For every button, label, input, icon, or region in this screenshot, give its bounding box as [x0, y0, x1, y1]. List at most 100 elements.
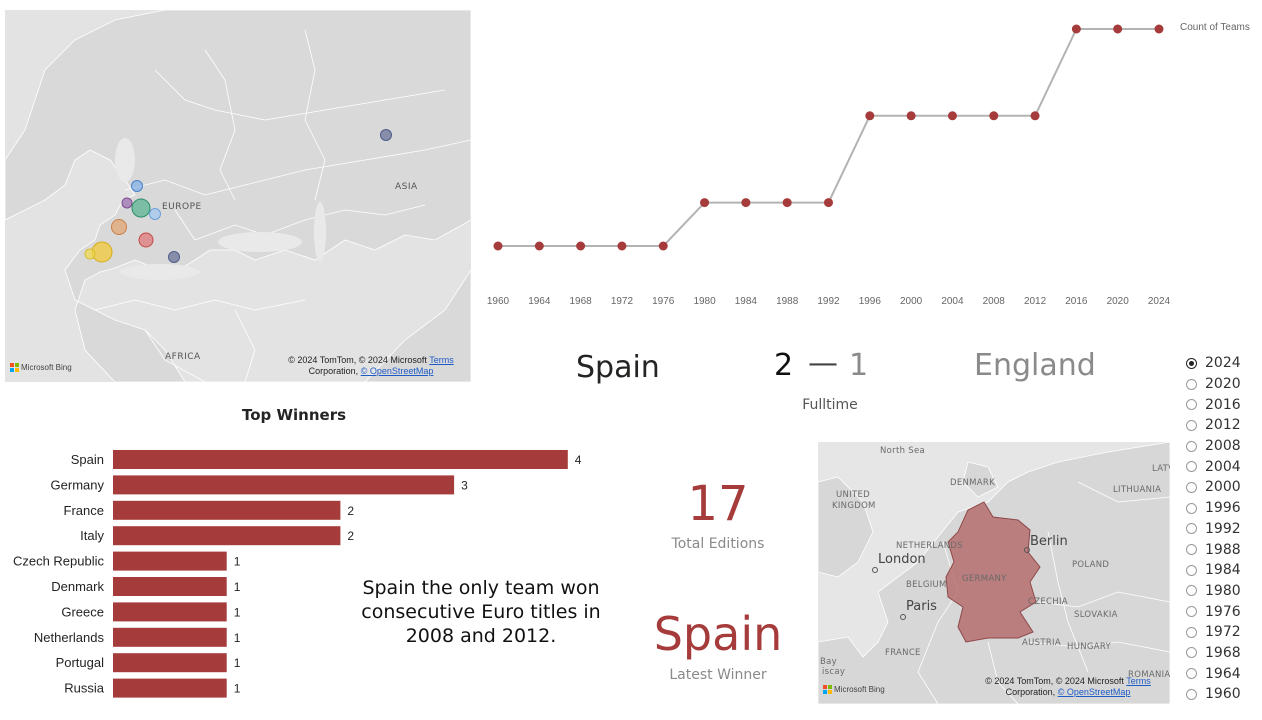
hungary-label: HUNGARY: [1067, 642, 1112, 652]
line-point[interactable]: [782, 198, 792, 208]
line-point[interactable]: [700, 198, 710, 208]
lithuania-label: LITHUANIA: [1113, 485, 1161, 495]
openstreetmap-link[interactable]: © OpenStreetMap: [360, 366, 434, 376]
bar-value-label: 1: [234, 580, 241, 594]
year-option-1988[interactable]: 1988: [1186, 539, 1256, 560]
year-option-1964[interactable]: 1964: [1186, 663, 1256, 684]
bar[interactable]: [113, 500, 341, 520]
year-slicer[interactable]: 2024 2020 2016 2012 2008 2004 2000 1996 1992 1988…: [1186, 353, 1256, 705]
year-option-2012[interactable]: 2012: [1186, 415, 1256, 436]
map-bubble[interactable]: [111, 219, 127, 235]
host-country-map[interactable]: North Sea DENMARK UNITED KINGDOM LATV LI…: [818, 442, 1170, 704]
bar[interactable]: [113, 475, 455, 495]
openstreetmap-link[interactable]: © OpenStreetMap: [1057, 687, 1131, 697]
year-option-1984[interactable]: 1984: [1186, 560, 1256, 581]
year-option-2004[interactable]: 2004: [1186, 456, 1256, 477]
radio-button-icon[interactable]: [1186, 523, 1197, 535]
europe-map[interactable]: EUROPE ASIA AFRICA Microsoft Bing © 2024…: [5, 10, 471, 382]
slovakia-label: SLOVAKIA: [1074, 610, 1118, 620]
map-bubble[interactable]: [131, 180, 143, 192]
bar[interactable]: [113, 577, 227, 596]
year-option-2016[interactable]: 2016: [1186, 394, 1256, 415]
radio-button-icon[interactable]: [1186, 647, 1197, 659]
year-option-1976[interactable]: 1976: [1186, 601, 1256, 622]
x-tick-label: 2008: [983, 296, 1006, 307]
bar-category-label: Portugal: [56, 655, 105, 670]
radio-button-icon[interactable]: [1186, 502, 1197, 514]
line-point[interactable]: [1071, 24, 1081, 34]
x-tick-label: 1988: [776, 296, 799, 307]
line-point[interactable]: [947, 111, 957, 121]
line-point[interactable]: [1030, 111, 1040, 121]
bar[interactable]: [113, 602, 227, 622]
map-bubble[interactable]: [121, 197, 133, 209]
year-option-1960[interactable]: 1960: [1186, 684, 1256, 705]
germany-label: GERMANY: [962, 574, 1007, 584]
line-point[interactable]: [906, 111, 916, 121]
top-winners-bar-chart[interactable]: Spain 4 Germany 3 France 2 Italy 2 Czech Republi…: [5, 446, 605, 702]
line-point[interactable]: [1154, 24, 1164, 34]
map-bubble[interactable]: [149, 208, 161, 220]
czechia-label: CZECHIA: [1028, 597, 1068, 607]
year-option-1992[interactable]: 1992: [1186, 519, 1256, 540]
radio-button-icon[interactable]: [1186, 357, 1197, 369]
terms-link[interactable]: Terms: [1126, 676, 1151, 686]
london-label: London: [878, 552, 926, 567]
x-tick-label: 2012: [1024, 296, 1047, 307]
line-point[interactable]: [989, 111, 999, 121]
bar-chart-title: Top Winners: [241, 406, 347, 424]
radio-button-icon[interactable]: [1186, 564, 1197, 576]
bar[interactable]: [113, 627, 227, 647]
bar-category-label: France: [64, 503, 104, 518]
bar[interactable]: [113, 653, 227, 673]
winner-score: 2: [774, 348, 794, 383]
year-option-1968[interactable]: 1968: [1186, 643, 1256, 664]
radio-button-icon[interactable]: [1186, 585, 1197, 597]
line-point[interactable]: [617, 241, 627, 251]
radio-button-icon[interactable]: [1186, 440, 1197, 452]
radio-button-icon[interactable]: [1186, 626, 1197, 638]
year-option-1972[interactable]: 1972: [1186, 622, 1256, 643]
radio-button-icon[interactable]: [1186, 481, 1197, 493]
map-bubble[interactable]: [168, 251, 180, 263]
line-point[interactable]: [658, 241, 668, 251]
line-point[interactable]: [1113, 24, 1123, 34]
radio-button-icon[interactable]: [1186, 668, 1197, 680]
map-bubble[interactable]: [138, 232, 154, 248]
radio-button-icon[interactable]: [1186, 419, 1197, 431]
year-option-2000[interactable]: 2000: [1186, 477, 1256, 498]
radio-button-icon[interactable]: [1186, 378, 1197, 390]
year-option-1996[interactable]: 1996: [1186, 498, 1256, 519]
microsoft-logo-icon: [823, 685, 832, 694]
radio-button-icon[interactable]: [1186, 399, 1197, 411]
teams-line-chart[interactable]: 1960 1964 1968 1972 1976 1980 1984 1988 1992 1996…: [478, 10, 1262, 320]
line-point[interactable]: [493, 241, 503, 251]
radio-button-icon[interactable]: [1186, 688, 1197, 700]
bar[interactable]: [113, 450, 568, 469]
radio-button-icon[interactable]: [1186, 544, 1197, 556]
year-option-2024[interactable]: 2024: [1186, 353, 1256, 374]
bar-category-label: Germany: [51, 477, 105, 492]
map-bubble[interactable]: [131, 198, 151, 218]
radio-button-icon[interactable]: [1186, 606, 1197, 618]
bar[interactable]: [113, 551, 227, 571]
line-point[interactable]: [865, 111, 875, 121]
year-option-2008[interactable]: 2008: [1186, 436, 1256, 457]
map-bubble[interactable]: [84, 248, 96, 260]
year-option-1980[interactable]: 1980: [1186, 581, 1256, 602]
radio-button-icon[interactable]: [1186, 461, 1197, 473]
x-tick-label: 1992: [817, 296, 840, 307]
x-tick-label: 1972: [611, 296, 634, 307]
terms-link[interactable]: Terms: [429, 355, 454, 365]
top-winners-bar-canvas: Spain 4 Germany 3 France 2 Italy 2 Czech Republi…: [13, 450, 582, 698]
map-bubble[interactable]: [380, 129, 392, 141]
line-point[interactable]: [576, 241, 586, 251]
line-point[interactable]: [741, 198, 751, 208]
bar-value-label: 1: [234, 682, 241, 696]
germany-highlight[interactable]: [945, 501, 1041, 643]
bar[interactable]: [113, 526, 341, 546]
line-point[interactable]: [534, 241, 544, 251]
year-option-2020[interactable]: 2020: [1186, 374, 1256, 395]
bar[interactable]: [113, 678, 227, 698]
line-point[interactable]: [824, 198, 833, 208]
